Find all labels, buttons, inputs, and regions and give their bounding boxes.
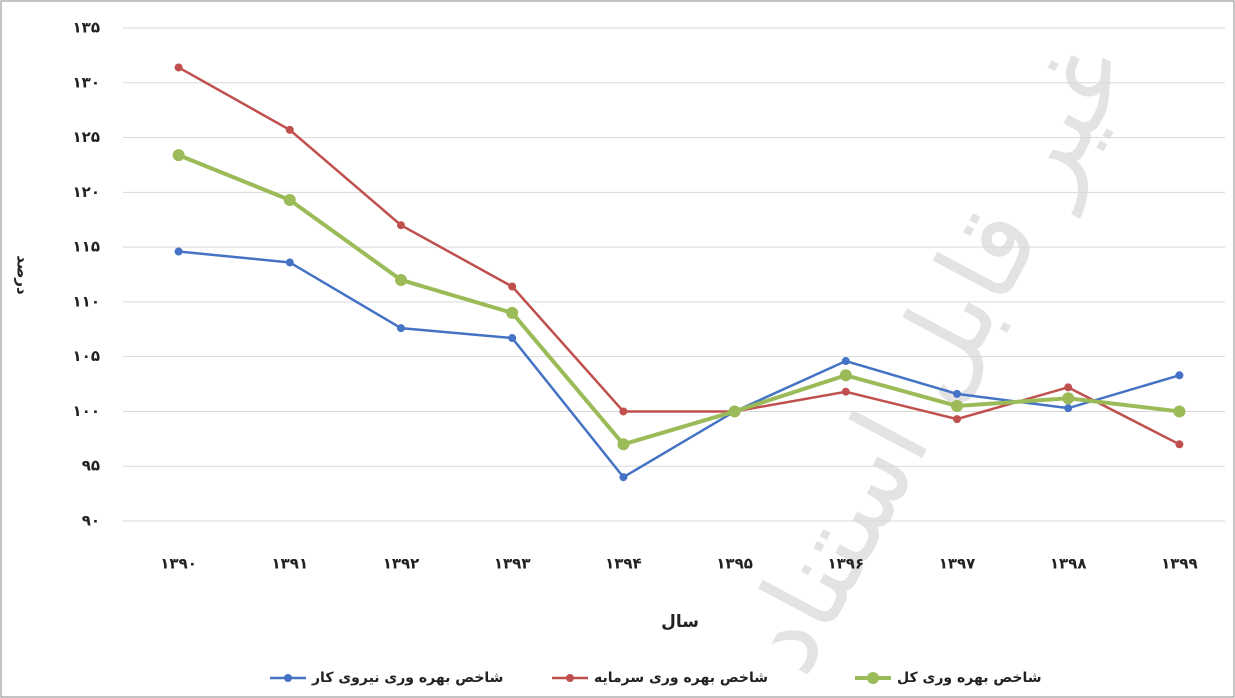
x-axis-label: سال — [661, 612, 699, 632]
y-tick-label: ۱۲۵ — [73, 128, 100, 146]
x-tick-label: ۱۳۹۳ — [494, 555, 531, 573]
data-point — [617, 438, 630, 451]
legend-label: شاخص بهره وری سرمایه — [594, 670, 768, 686]
data-point — [285, 258, 294, 267]
data-point — [1064, 404, 1073, 413]
y-tick-label: ۱۱۰ — [73, 292, 100, 310]
data-point — [841, 387, 850, 396]
series-line — [177, 153, 1180, 447]
data-point — [508, 334, 517, 343]
data-point — [841, 357, 850, 366]
y-tick-label: ۱۱۵ — [73, 238, 100, 256]
legend-marker — [867, 672, 879, 684]
data-point — [174, 63, 183, 72]
data-point — [1062, 392, 1075, 405]
x-tick-label: ۱۳۹۰ — [160, 555, 197, 573]
data-point — [283, 194, 296, 207]
x-tick-label: ۱۳۹۱ — [271, 555, 308, 573]
x-tick-label: ۱۳۹۷ — [939, 555, 976, 573]
data-point — [285, 125, 294, 134]
data-point — [951, 399, 963, 412]
data-point — [953, 415, 961, 424]
data-point — [1173, 405, 1186, 418]
data-point — [395, 273, 407, 286]
x-tick-label: ۱۳۹۵ — [716, 555, 753, 573]
y-tick-label: ۹۰ — [82, 512, 100, 530]
y-tick-label: ۱۲۰ — [73, 183, 100, 201]
x-tick-label: ۱۳۹۸ — [1050, 555, 1087, 573]
legend-label: شاخص بهره وری کل — [897, 670, 1042, 686]
data-point — [728, 405, 741, 418]
data-point — [174, 247, 183, 256]
data-point — [1064, 383, 1073, 392]
x-tick-label: ۱۳۹۹ — [1161, 555, 1198, 573]
x-tick-label: ۱۳۹۶ — [827, 555, 864, 573]
data-point — [619, 407, 628, 416]
data-point — [1175, 440, 1184, 449]
y-axis-label: درصد — [14, 255, 32, 295]
legend-marker — [284, 674, 292, 682]
y-tick-label: ۹۵ — [82, 457, 100, 475]
data-point — [839, 369, 852, 382]
legend-label: شاخص بهره وری نیروی کار — [311, 670, 503, 686]
data-point — [397, 221, 405, 230]
data-point — [172, 149, 185, 162]
y-tick-label: ۱۳۰ — [73, 73, 100, 91]
data-point — [508, 282, 517, 291]
data-point — [397, 324, 405, 333]
y-tick-label: ۱۳۵ — [73, 19, 100, 37]
data-point — [1175, 371, 1184, 380]
x-tick-label: ۱۳۹۴ — [605, 555, 642, 573]
data-point — [619, 473, 628, 482]
y-tick-label: ۱۰۵ — [73, 347, 100, 365]
data-point — [506, 306, 519, 319]
legend-marker — [566, 674, 574, 682]
data-point — [953, 389, 961, 398]
x-tick-label: ۱۳۹۲ — [383, 555, 420, 573]
y-tick-label: ۱۰۰ — [73, 402, 100, 420]
